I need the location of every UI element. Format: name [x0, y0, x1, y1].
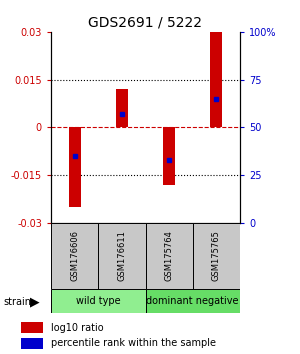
Bar	[163, 127, 175, 185]
Bar	[69, 127, 80, 207]
Text: GSM175764: GSM175764	[165, 230, 174, 281]
Bar	[116, 89, 128, 127]
Bar	[51, 289, 146, 313]
Text: GSM176611: GSM176611	[117, 230, 126, 281]
Bar	[146, 289, 240, 313]
Bar	[98, 223, 146, 289]
Text: dominant negative: dominant negative	[146, 296, 239, 306]
Text: log10 ratio: log10 ratio	[51, 322, 104, 332]
Text: percentile rank within the sample: percentile rank within the sample	[51, 338, 216, 348]
Title: GDS2691 / 5222: GDS2691 / 5222	[88, 15, 202, 29]
Text: strain: strain	[4, 297, 32, 307]
Bar	[20, 322, 43, 333]
Bar	[20, 338, 43, 349]
Text: GSM176606: GSM176606	[70, 230, 79, 281]
Bar	[211, 32, 222, 127]
Bar	[146, 223, 193, 289]
Text: ▶: ▶	[30, 295, 39, 308]
Bar	[193, 223, 240, 289]
Bar	[51, 223, 98, 289]
Text: GSM175765: GSM175765	[212, 230, 221, 281]
Text: wild type: wild type	[76, 296, 121, 306]
